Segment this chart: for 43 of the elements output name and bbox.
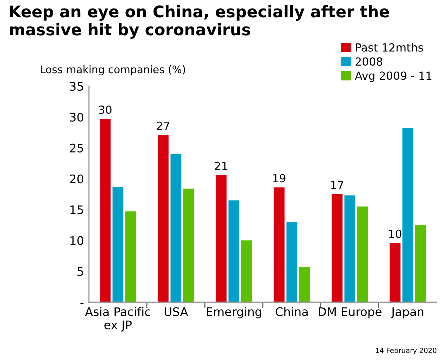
data-label: 19: [274, 174, 286, 183]
y-tick-label: 5: [78, 267, 84, 276]
bar: [344, 196, 356, 302]
bar: [332, 194, 343, 302]
bar: [170, 154, 182, 302]
data-label: 30: [99, 106, 112, 114]
y-tick-label: 30: [70, 112, 84, 122]
x-tick-label: China: [276, 307, 308, 316]
bar: [126, 212, 136, 302]
bar: [299, 267, 310, 302]
x-tick-label: DM Europe: [319, 308, 382, 319]
bar: [158, 135, 169, 302]
y-tick-label: 35: [70, 82, 84, 92]
y-axis-title: Loss making companies (%): [41, 66, 186, 76]
data-label: 10: [389, 230, 402, 238]
bar: [241, 240, 252, 302]
x-tick-label: Emerging: [207, 307, 262, 319]
data-label: 27: [157, 122, 170, 130]
y-tick-label: 25: [70, 144, 84, 153]
bar: [100, 119, 111, 302]
bar: [390, 243, 401, 302]
bar: [216, 175, 227, 302]
bar: [357, 206, 368, 302]
x-tick-label: Asia Pacific ex JP: [85, 307, 150, 332]
y-tick-label: 15: [70, 206, 84, 214]
bar: [402, 128, 414, 302]
bar: [228, 200, 240, 302]
bar: [415, 225, 426, 302]
legend-label: Past 12mths: [356, 43, 424, 52]
bar: [184, 188, 194, 302]
y-tick-label: 20: [70, 174, 84, 184]
legend-label: 2008: [356, 58, 383, 66]
y-tick-label: 10: [70, 236, 84, 246]
bar: [274, 188, 285, 302]
bar: [286, 222, 298, 302]
bar: [112, 186, 124, 302]
x-tick-label: Japan: [391, 308, 424, 319]
y-tick-label: -: [80, 303, 84, 304]
data-label: 21: [215, 162, 228, 170]
x-tick-label: USA: [164, 307, 188, 316]
data-label: 17: [332, 181, 344, 190]
chart-title: Keep an eye on China, especially after the massive hit by coronavirus: [10, 5, 390, 39]
legend-label: Avg 2009 - 11: [355, 72, 432, 82]
